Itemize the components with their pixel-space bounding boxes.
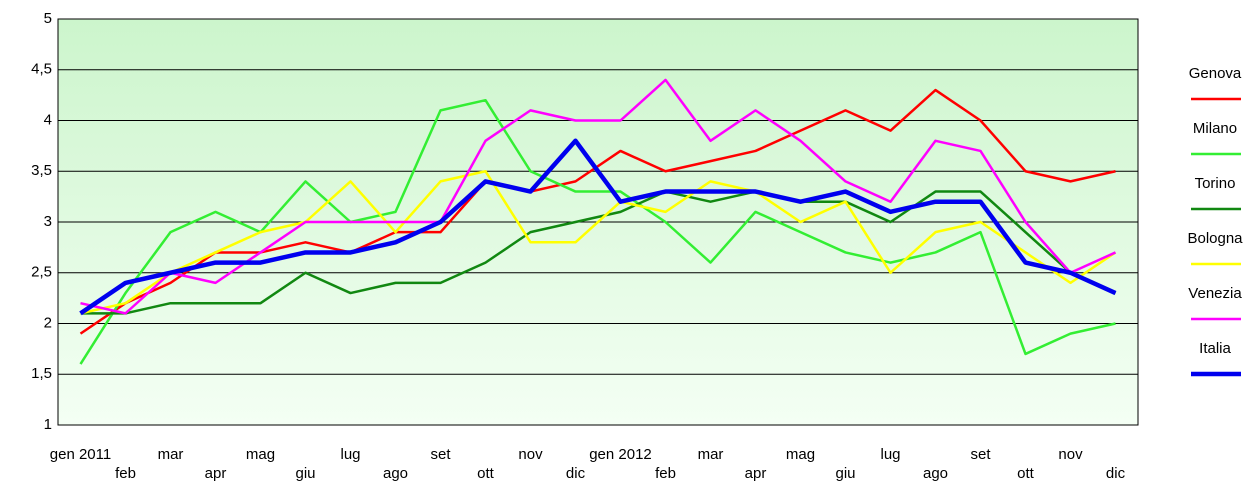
x-tick-label: nov	[518, 446, 543, 463]
x-tick-label: ott	[477, 465, 495, 482]
x-tick-label: lug	[880, 446, 900, 463]
y-tick-label: 5	[44, 10, 52, 27]
legend-label: Venezia	[1188, 285, 1242, 302]
y-tick-label: 1,5	[31, 365, 52, 382]
y-tick-label: 3	[44, 213, 52, 230]
x-tick-label: feb	[115, 465, 136, 482]
y-tick-label: 4,5	[31, 61, 52, 78]
y-tick-label: 2	[44, 314, 52, 331]
series-line	[80, 170, 1117, 315]
series-line	[79, 98, 1116, 365]
x-tick-label: ott	[1017, 465, 1035, 482]
x-tick-label: ago	[383, 465, 408, 482]
x-tick-label: apr	[745, 465, 767, 482]
x-tick-label: mar	[698, 446, 724, 463]
y-tick-label: 1	[44, 416, 52, 433]
x-tick-label: feb	[655, 465, 676, 482]
y-tick-label: 2,5	[31, 264, 52, 281]
x-tick-label: dic	[1106, 465, 1126, 482]
x-tick-label: giu	[835, 465, 855, 482]
x-tick-label: mag	[246, 446, 275, 463]
x-tick-label: lug	[340, 446, 360, 463]
y-tick-label: 4	[44, 111, 52, 128]
x-tick-label: gen 2011	[50, 446, 111, 463]
legend-label: Italia	[1199, 340, 1231, 357]
x-tick-label: apr	[205, 465, 227, 482]
x-tick-label: nov	[1058, 446, 1083, 463]
x-tick-label: set	[430, 446, 451, 463]
x-tick-label: gen 2012	[589, 446, 652, 463]
legend-label: Torino	[1195, 175, 1236, 192]
series-line	[80, 78, 1117, 315]
x-tick-label: dic	[566, 465, 586, 482]
y-tick-label: 3,5	[31, 162, 52, 179]
x-tick-label: mar	[158, 446, 184, 463]
x-tick-label: ago	[923, 465, 948, 482]
series-line	[79, 138, 1117, 316]
x-tick-label: set	[970, 446, 991, 463]
legend-label: Bologna	[1187, 230, 1243, 247]
legend-label: Genova	[1189, 65, 1242, 82]
series-line	[80, 190, 1117, 315]
series-line	[79, 88, 1116, 335]
x-tick-label: mag	[786, 446, 815, 463]
legend-label: Milano	[1193, 120, 1237, 137]
x-tick-label: giu	[295, 465, 315, 482]
